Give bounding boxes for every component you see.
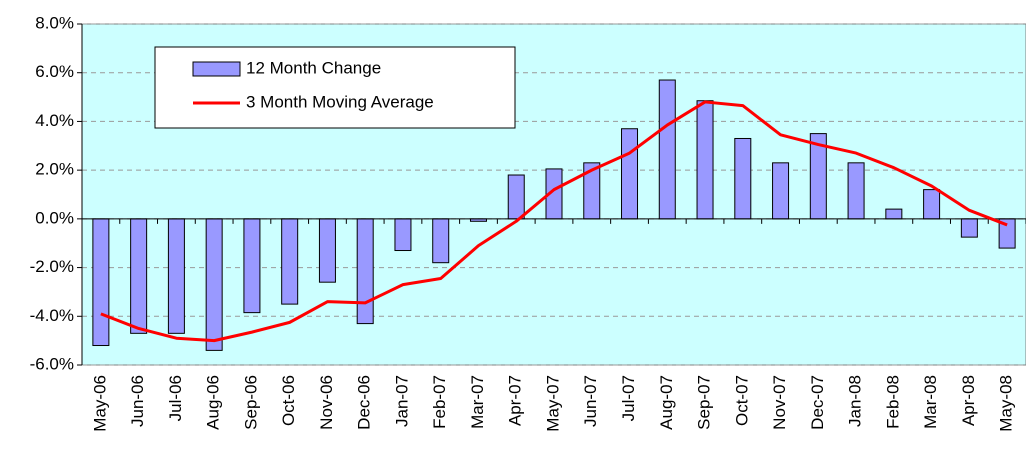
bar: [507, 174, 525, 220]
y-tick-label: 4.0%: [35, 111, 74, 130]
x-tick-label: Jul-06: [166, 375, 185, 421]
bar: [167, 218, 185, 334]
bar: [130, 218, 148, 334]
x-tick-label: Dec-06: [355, 375, 374, 430]
line-series: [100, 100, 1008, 343]
x-tick-label: Feb-08: [883, 375, 902, 429]
x-tick-label: Sep-06: [241, 375, 260, 430]
legend-swatch: [192, 61, 241, 77]
x-tick-label: Aug-06: [204, 375, 223, 430]
bar: [205, 218, 223, 351]
x-tick-label: Apr-08: [959, 375, 978, 426]
bar: [923, 189, 941, 220]
y-tick-label: -4.0%: [30, 306, 74, 325]
x-tick-label: Jun-07: [581, 375, 600, 427]
legend-label: 12 Month Change: [246, 58, 381, 77]
bar: [658, 79, 676, 220]
x-tick-label: Feb-07: [430, 375, 449, 429]
bar: [772, 162, 790, 220]
x-tick-label: Nov-07: [770, 375, 789, 430]
bar: [696, 100, 714, 220]
bar: [734, 137, 752, 220]
x-tick-label: Dec-07: [808, 375, 827, 430]
bar: [432, 218, 450, 264]
bar: [885, 208, 903, 220]
bar: [243, 218, 261, 314]
bar: [92, 218, 110, 347]
x-tick-label: Sep-07: [695, 375, 714, 430]
x-tick-label: Mar-07: [468, 375, 487, 429]
bar: [847, 162, 865, 220]
x-tick-label: Apr-07: [506, 375, 525, 426]
bar: [281, 218, 299, 305]
y-tick-label: 6.0%: [35, 62, 74, 81]
y-tick-label: -6.0%: [30, 354, 74, 373]
bar: [318, 218, 336, 283]
x-tick-label: May-08: [997, 375, 1016, 432]
x-tick-label: Oct-06: [279, 375, 298, 426]
bar: [356, 218, 374, 325]
y-tick-label: -2.0%: [30, 257, 74, 276]
y-tick-label: 2.0%: [35, 160, 74, 179]
legend-label: 3 Month Moving Average: [246, 92, 434, 111]
x-tick-label: Aug-07: [657, 375, 676, 430]
x-tick-label: Jan-07: [392, 375, 411, 427]
x-tick-label: Mar-08: [921, 375, 940, 429]
x-tick-label: May-06: [90, 375, 109, 432]
x-tick-label: Jul-07: [619, 375, 638, 421]
y-tick-label: 0.0%: [35, 208, 74, 227]
bar: [621, 128, 639, 220]
x-tick-label: Nov-06: [317, 375, 336, 430]
x-tick-label: Jun-06: [128, 375, 147, 427]
legend: [154, 46, 516, 129]
x-tick-label: May-07: [543, 375, 562, 432]
y-tick-label: 8.0%: [35, 13, 74, 32]
x-tick-label: Jan-08: [846, 375, 865, 427]
x-tick-label: Oct-07: [732, 375, 751, 426]
bar: [394, 218, 412, 252]
bar: [960, 218, 978, 238]
